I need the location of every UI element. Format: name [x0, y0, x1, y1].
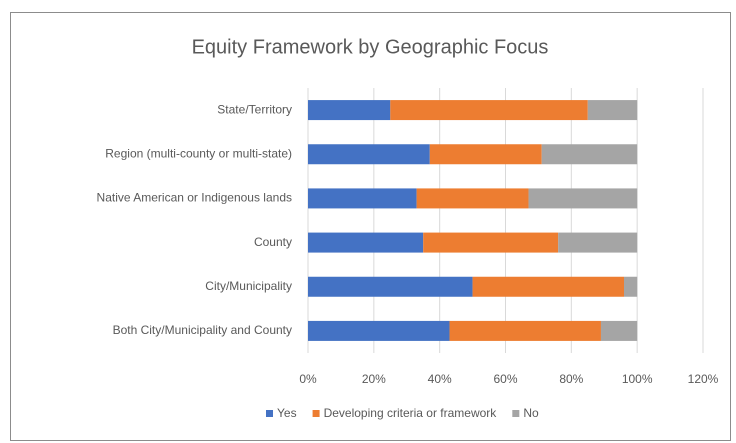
y-tick-label: County — [254, 235, 292, 249]
bar-segment — [308, 188, 417, 209]
bar-segment — [528, 188, 638, 209]
y-tick-label: Native American or Indigenous lands — [97, 191, 292, 205]
bar-segment — [308, 276, 473, 297]
x-tick-label: 80% — [559, 372, 583, 386]
chart-border — [10, 12, 731, 441]
bar-segment — [416, 188, 529, 209]
bar-segment — [472, 276, 624, 297]
bar-segment — [308, 100, 391, 121]
y-tick-label: City/Municipality — [205, 279, 292, 293]
bar-segment — [587, 100, 638, 121]
bar-segment — [624, 276, 638, 297]
x-tick-label: 0% — [299, 372, 317, 386]
bar-segment — [308, 320, 450, 341]
y-tick-label: Region (multi-county or multi-state) — [105, 146, 292, 160]
x-tick-label: 40% — [428, 372, 452, 386]
x-tick-label: 60% — [493, 372, 517, 386]
bar-segment — [308, 232, 424, 253]
chart-title: Equity Framework by Geographic Focus — [192, 36, 549, 58]
bar-segment — [429, 144, 542, 165]
bar-segment — [390, 100, 588, 121]
legend-label: Yes — [277, 406, 297, 420]
bar-segment — [423, 232, 559, 253]
legend-label: Developing criteria or framework — [324, 406, 498, 420]
legend-swatch — [512, 410, 520, 417]
legend-swatch — [312, 410, 320, 417]
y-tick-label: Both City/Municipality and County — [113, 323, 292, 337]
bar-segment — [558, 232, 638, 253]
bar-segment — [449, 320, 601, 341]
bar-segment — [600, 320, 638, 341]
x-tick-label: 120% — [688, 372, 719, 386]
legend-swatch — [266, 410, 273, 417]
legend-label: No — [523, 406, 539, 420]
y-tick-label: State/Territory — [217, 102, 292, 116]
x-tick-label: 20% — [362, 372, 386, 386]
bar-segment — [541, 144, 638, 165]
x-tick-label: 100% — [622, 372, 653, 386]
bar-segment — [308, 144, 430, 165]
